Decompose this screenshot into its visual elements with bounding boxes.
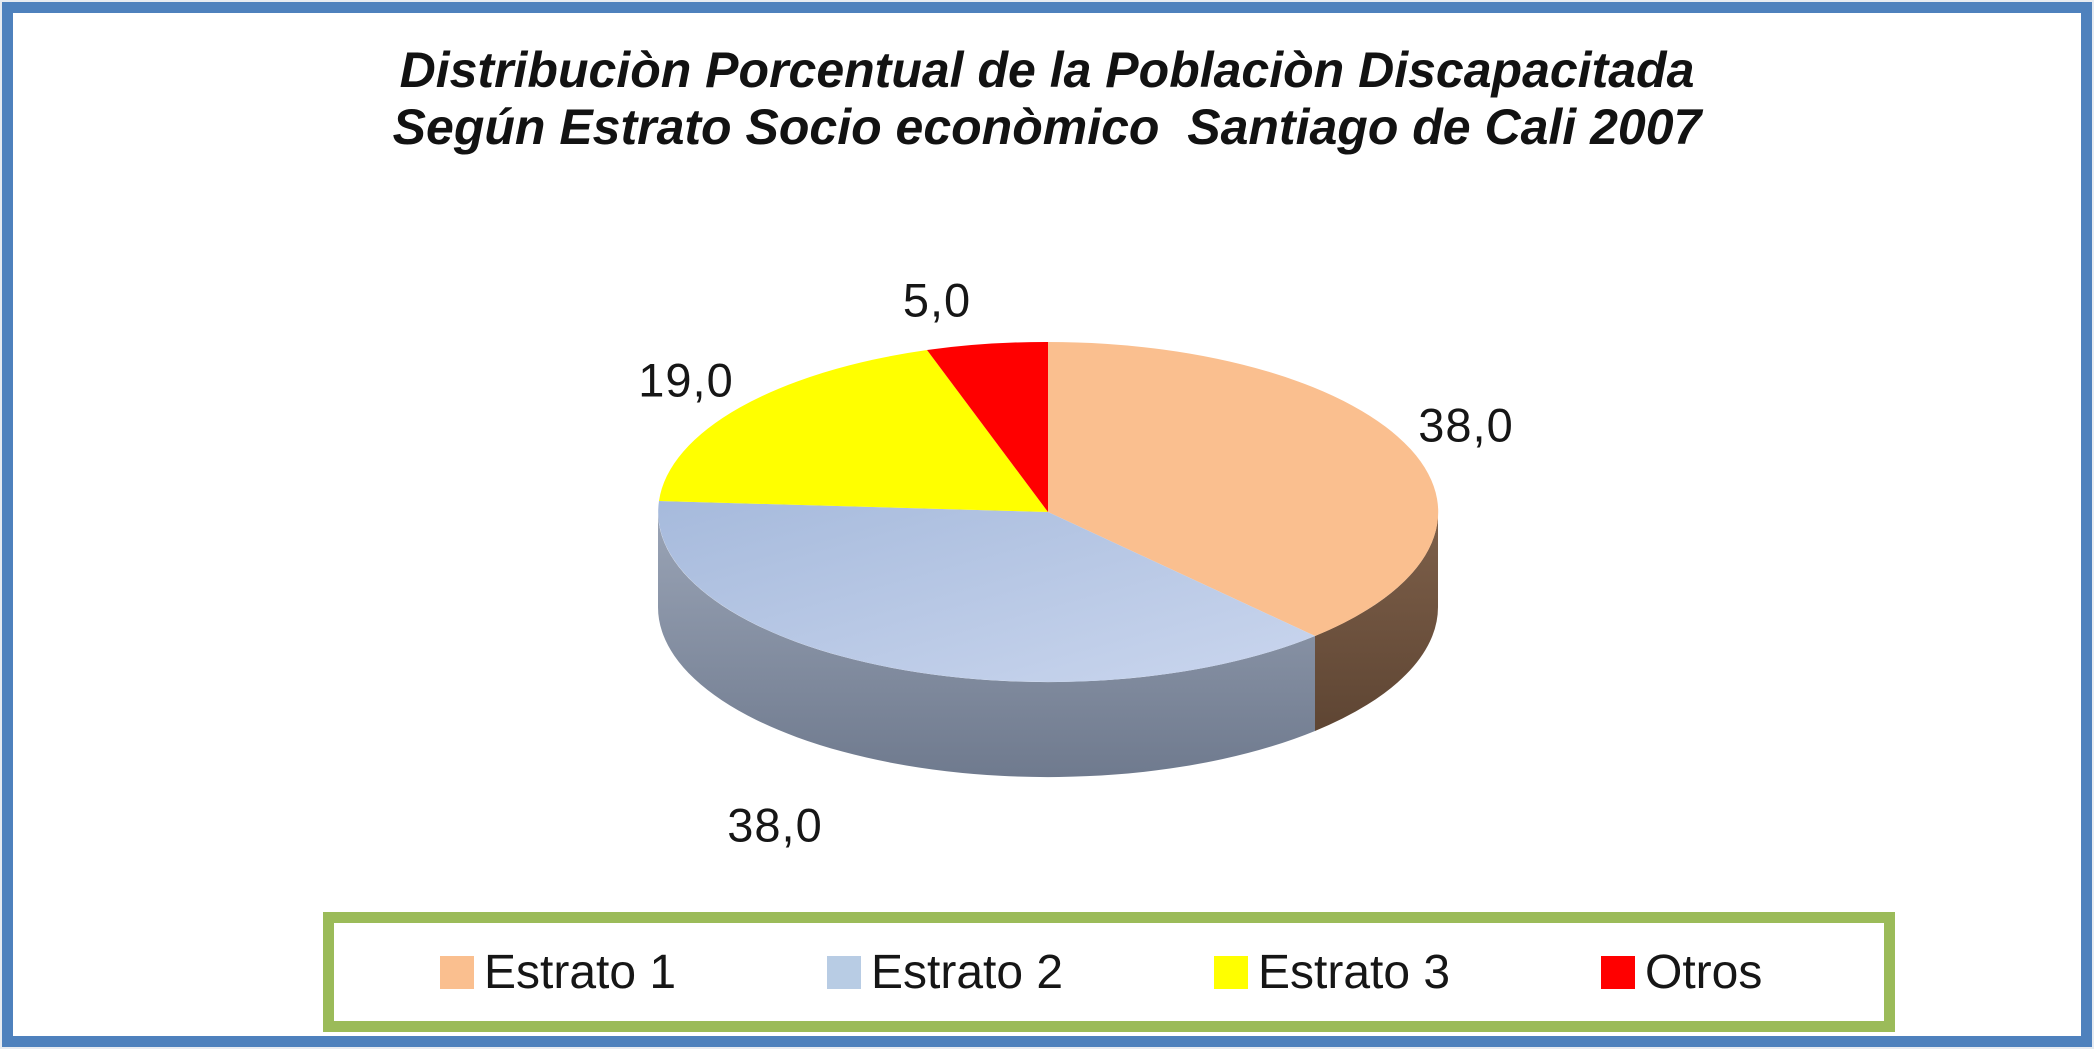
legend-label-estrato3: Estrato 3 (1258, 945, 1451, 999)
chart-title-line1: Distribuciòn Porcentual de la Poblaciòn … (399, 42, 1695, 98)
legend-item-estrato2[interactable]: Estrato 2 (827, 923, 1063, 1021)
legend-item-estrato3[interactable]: Estrato 3 (1214, 923, 1450, 1021)
legend-label-estrato2: Estrato 2 (871, 945, 1064, 999)
data-label-estrato3: 19,0 (638, 353, 734, 407)
legend-swatch-otros (1601, 955, 1635, 989)
pie-slice-estrato2[interactable] (658, 501, 1315, 683)
pie-side-estrato1[interactable] (1315, 512, 1439, 731)
pie-slice-estrato1[interactable] (1048, 341, 1439, 636)
legend-item-estrato1[interactable]: Estrato 1 (440, 923, 676, 1021)
legend-swatch-estrato3 (1214, 955, 1248, 989)
chart-title: Distribuciòn Porcentual de la Poblaciòn … (0, 42, 2094, 156)
legend-swatch-estrato2 (827, 955, 861, 989)
legend-item-otros[interactable]: Otros (1601, 923, 1762, 1021)
pie-side-estrato2[interactable] (658, 512, 1315, 778)
data-label-estrato1: 38,0 (1418, 398, 1514, 452)
chart-title-line2: Según Estrato Socio econòmico Santiago d… (392, 99, 1702, 155)
data-label-estrato2: 38,0 (727, 798, 823, 852)
data-label-otros: 5,0 (902, 273, 972, 327)
pie-slice-estrato3[interactable] (659, 350, 1048, 512)
legend-swatch-estrato1 (440, 955, 474, 989)
legend-label-estrato1: Estrato 1 (484, 945, 677, 999)
legend-label-otros: Otros (1645, 945, 1763, 999)
legend: Estrato 1 Estrato 2 Estrato 3 Otros (323, 912, 1895, 1032)
pie-slice-otros[interactable] (927, 341, 1048, 512)
